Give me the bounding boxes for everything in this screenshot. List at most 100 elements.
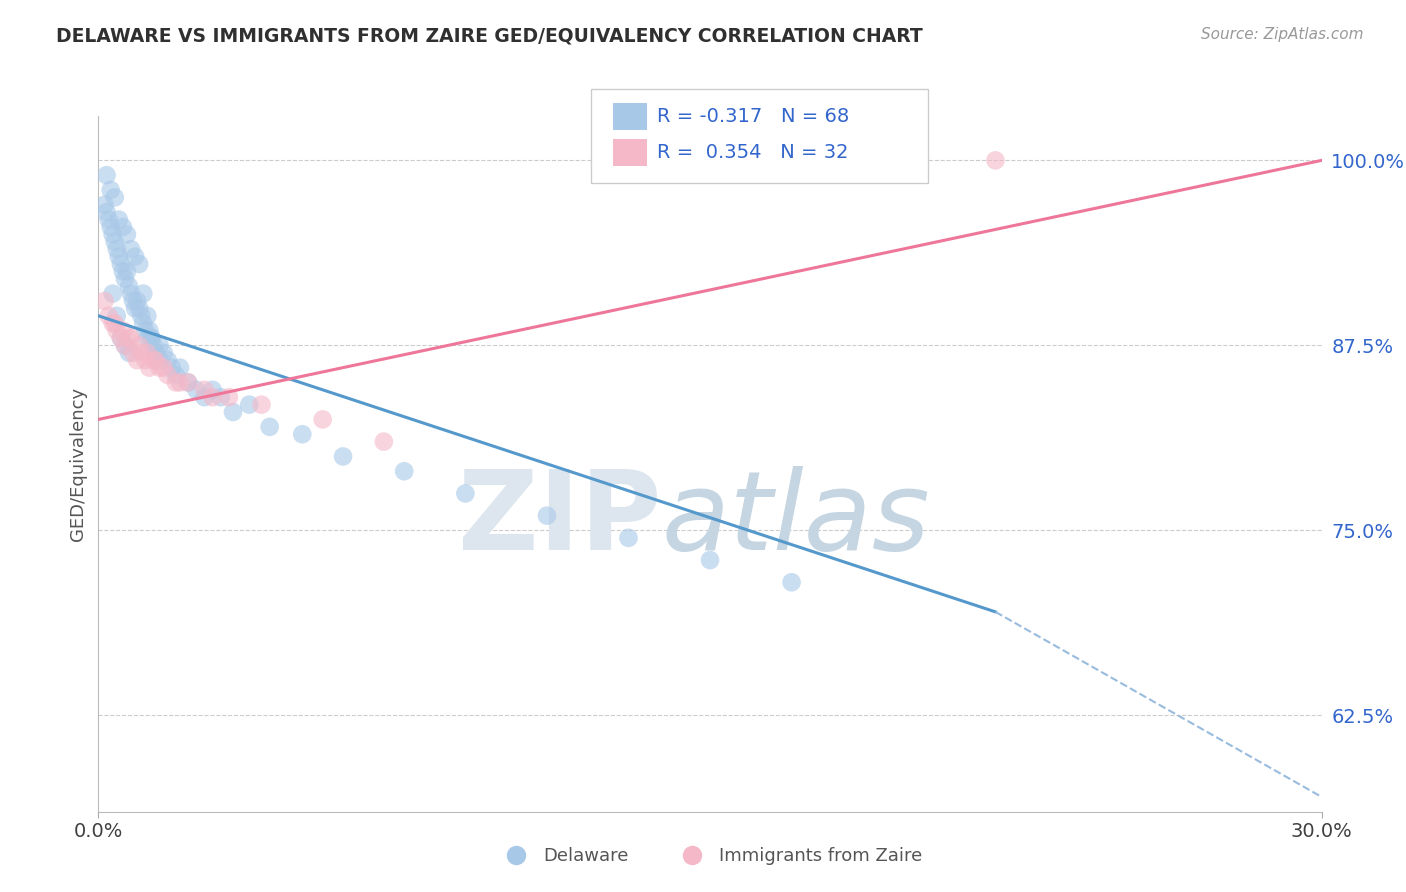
Point — [115, 264, 138, 278]
Point — [142, 353, 165, 368]
Point — [291, 427, 314, 442]
Point — [127, 353, 149, 368]
Point — [120, 286, 142, 301]
Text: atlas: atlas — [661, 466, 929, 573]
Point — [124, 301, 146, 316]
Point — [141, 331, 163, 345]
Point — [105, 309, 128, 323]
Text: R = -0.317   N = 68: R = -0.317 N = 68 — [657, 107, 849, 127]
Point — [101, 316, 124, 330]
Point — [136, 309, 159, 323]
Point — [156, 368, 179, 382]
Point — [118, 279, 141, 293]
Point — [134, 353, 156, 368]
Point — [149, 338, 172, 352]
Point — [111, 219, 134, 234]
Point — [105, 324, 128, 338]
Point — [114, 338, 136, 352]
Point — [186, 383, 208, 397]
Point — [101, 286, 124, 301]
Point — [132, 316, 155, 330]
Point — [93, 198, 115, 212]
Point — [699, 553, 721, 567]
Point — [984, 153, 1007, 168]
Text: Source: ZipAtlas.com: Source: ZipAtlas.com — [1201, 27, 1364, 42]
Point — [104, 316, 127, 330]
Point — [145, 346, 167, 360]
Point — [120, 242, 142, 256]
Point — [160, 360, 183, 375]
Point — [96, 168, 118, 182]
Point — [165, 376, 187, 390]
Point — [209, 390, 232, 404]
Point — [152, 346, 174, 360]
Point — [780, 575, 803, 590]
Point — [145, 346, 167, 360]
Point — [145, 353, 167, 368]
Point — [141, 331, 163, 345]
Text: R =  0.354   N = 32: R = 0.354 N = 32 — [657, 143, 848, 162]
Point — [104, 235, 127, 249]
Point — [97, 212, 120, 227]
Point — [142, 338, 165, 352]
Point — [136, 346, 159, 360]
Text: DELAWARE VS IMMIGRANTS FROM ZAIRE GED/EQUIVALENCY CORRELATION CHART: DELAWARE VS IMMIGRANTS FROM ZAIRE GED/EQ… — [56, 27, 922, 45]
Point — [128, 338, 150, 352]
Point — [250, 398, 273, 412]
Point — [100, 183, 122, 197]
Point — [100, 219, 122, 234]
Point — [201, 383, 224, 397]
Point — [129, 346, 152, 360]
Point — [128, 257, 150, 271]
Point — [136, 331, 159, 345]
Point — [218, 390, 240, 404]
Point — [93, 293, 115, 308]
Point — [101, 227, 124, 242]
Point — [129, 309, 152, 323]
Point — [177, 376, 200, 390]
Point — [105, 242, 128, 256]
Point — [165, 368, 187, 382]
Point — [120, 331, 142, 345]
Y-axis label: GED/Equivalency: GED/Equivalency — [69, 387, 87, 541]
Point — [149, 353, 172, 368]
Point — [177, 376, 200, 390]
Point — [222, 405, 245, 419]
Point — [111, 264, 134, 278]
Point — [110, 331, 132, 345]
Point — [122, 346, 145, 360]
Point — [114, 272, 136, 286]
Point — [111, 324, 134, 338]
Point — [138, 360, 160, 375]
Point — [193, 390, 215, 404]
Point — [617, 531, 640, 545]
Legend: Delaware, Immigrants from Zaire: Delaware, Immigrants from Zaire — [491, 840, 929, 872]
Point — [118, 331, 141, 345]
Point — [259, 420, 281, 434]
Point — [96, 205, 118, 219]
Point — [193, 383, 215, 397]
Point — [373, 434, 395, 449]
Point — [124, 250, 146, 264]
Point — [332, 450, 354, 464]
Point — [108, 250, 131, 264]
Point — [110, 331, 132, 345]
Point — [149, 360, 172, 375]
Point — [138, 324, 160, 338]
Point — [156, 353, 179, 368]
Point — [134, 324, 156, 338]
Point — [312, 412, 335, 426]
Point — [238, 398, 260, 412]
Point — [127, 293, 149, 308]
Text: ZIP: ZIP — [458, 466, 661, 573]
Point — [169, 376, 191, 390]
Point — [97, 309, 120, 323]
Point — [201, 390, 224, 404]
Point — [108, 212, 131, 227]
Point — [114, 338, 136, 352]
Point — [169, 360, 191, 375]
Point — [115, 227, 138, 242]
Point — [122, 293, 145, 308]
Point — [128, 301, 150, 316]
Point — [110, 257, 132, 271]
